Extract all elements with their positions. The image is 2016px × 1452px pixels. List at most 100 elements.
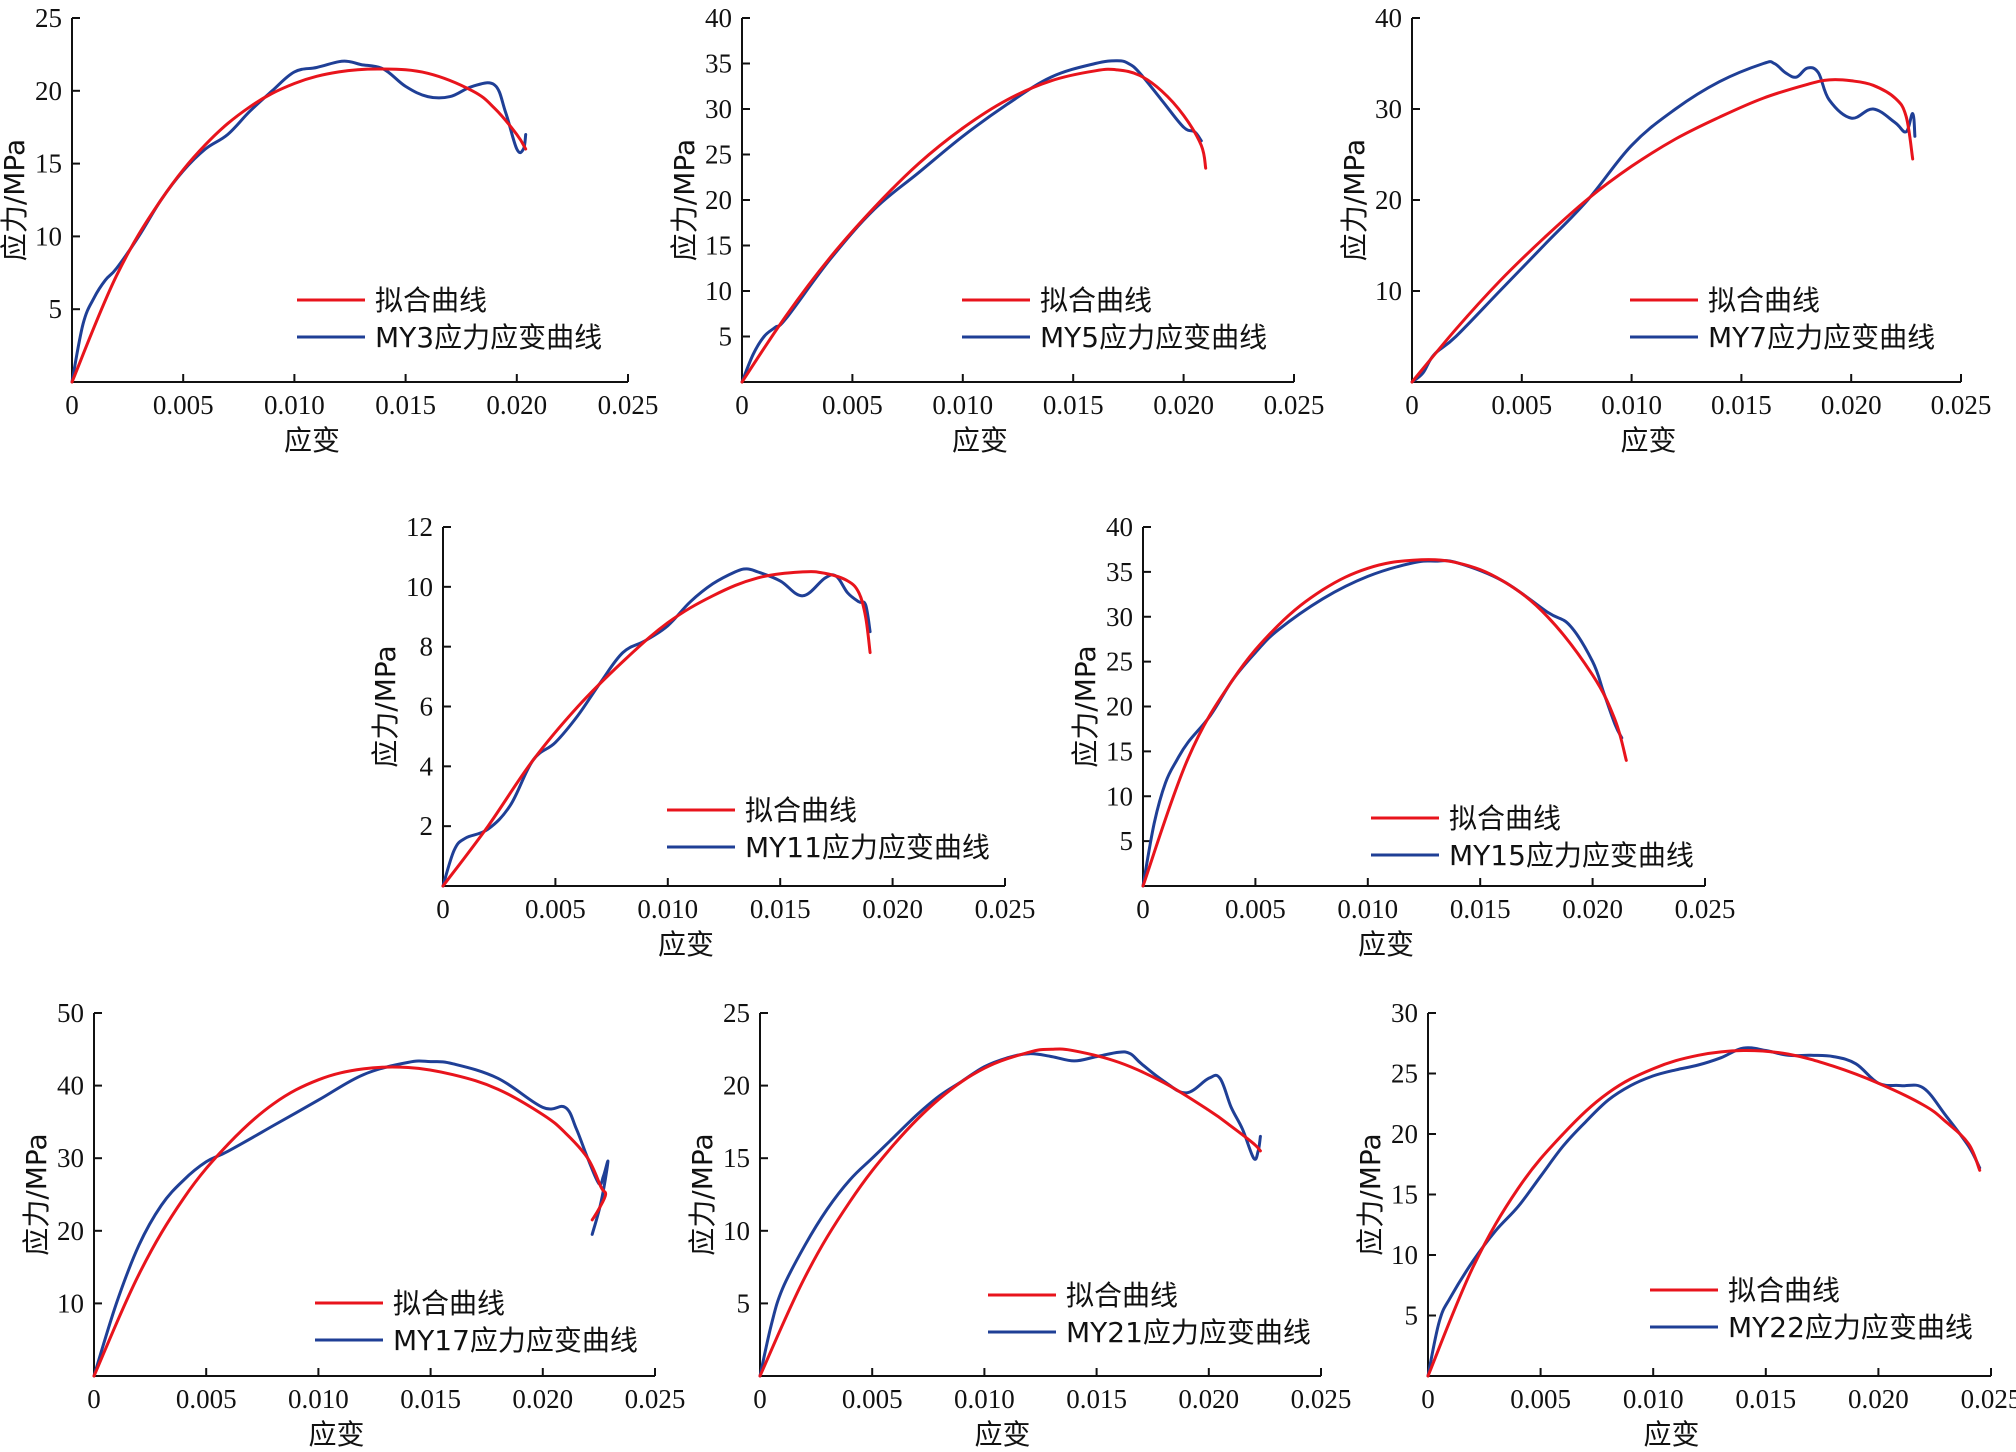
x-tick-label: 0.005 <box>1510 1384 1571 1414</box>
legend-label: MY5应力应变曲线 <box>1040 321 1267 354</box>
x-tick-label: 0 <box>87 1384 101 1414</box>
x-tick-label: 0.025 <box>975 894 1036 924</box>
y-tick-label: 25 <box>723 998 750 1028</box>
y-tick-label: 25 <box>35 3 62 33</box>
chart-panel-6: 0 0.005 0.010 0.015 0.020 0.025 10 20 30 40 50 应变 应力… <box>20 998 685 1451</box>
y-tick-label: 5 <box>719 322 733 352</box>
x-axis-label: 应变 <box>974 1418 1030 1451</box>
y-tick-label: 40 <box>1375 3 1402 33</box>
x-tick-label: 0.025 <box>1291 1384 1352 1414</box>
y-tick-label: 40 <box>705 3 732 33</box>
y-tick-label: 2 <box>420 811 434 841</box>
x-tick-label: 0.010 <box>954 1384 1015 1414</box>
y-tick-label: 5 <box>737 1288 751 1318</box>
legend-label: MY15应力应变曲线 <box>1449 839 1694 872</box>
y-axis-label: 应力/MPa <box>1354 1133 1387 1255</box>
x-tick-label: 0.005 <box>842 1384 903 1414</box>
chart-panel-7: 0 0.005 0.010 0.015 0.020 0.025 5 10 15 20 25 应变 应力/… <box>686 998 1351 1451</box>
y-tick-label: 5 <box>49 294 63 324</box>
y-tick-label: 10 <box>406 572 433 602</box>
x-tick-label: 0.010 <box>1601 390 1662 420</box>
x-tick-label: 0.015 <box>750 894 811 924</box>
y-tick-label: 20 <box>35 76 62 106</box>
legend: 拟合曲线 MY22应力应变曲线 <box>1650 1274 1973 1344</box>
x-axis-label: 应变 <box>1358 928 1414 961</box>
x-axis-label: 应变 <box>284 424 340 457</box>
fit-curve-line <box>92 1065 608 1378</box>
y-tick-label: 10 <box>1375 276 1402 306</box>
chart-panel-3: 0 0.005 0.010 0.015 0.020 0.025 10 20 30 40 应变 应力/M… <box>1338 3 1991 457</box>
legend-label: MY3应力应变曲线 <box>375 321 602 354</box>
measured-curve-line <box>1410 60 1917 384</box>
x-tick-label: 0.025 <box>1675 894 1736 924</box>
fit-curve-line <box>1410 78 1915 384</box>
y-tick-label: 10 <box>705 276 732 306</box>
y-tick-label: 30 <box>1391 998 1418 1028</box>
y-tick-label: 20 <box>1106 692 1133 722</box>
legend-label: 拟合曲线 <box>393 1287 505 1320</box>
y-tick-label: 4 <box>420 751 434 781</box>
y-tick-label: 5 <box>1120 826 1134 856</box>
x-tick-label: 0.015 <box>1735 1384 1796 1414</box>
fit-curve-line <box>441 570 872 888</box>
y-tick-label: 20 <box>1391 1119 1418 1149</box>
y-tick-label: 15 <box>705 231 732 261</box>
y-tick-label: 35 <box>1106 557 1133 587</box>
y-tick-label: 20 <box>1375 185 1402 215</box>
legend-label: MY7应力应变曲线 <box>1708 321 1935 354</box>
x-axis-label: 应变 <box>1643 1418 1699 1451</box>
y-axis-label: 应力/MPa <box>1338 139 1371 261</box>
x-tick-label: 0.015 <box>400 1384 461 1414</box>
legend-label: MY11应力应变曲线 <box>745 831 990 864</box>
fit-curve-line <box>1426 1048 1982 1378</box>
x-axis-label: 应变 <box>952 424 1008 457</box>
x-tick-label: 0.025 <box>1961 1384 2016 1414</box>
y-tick-label: 20 <box>723 1071 750 1101</box>
x-tick-label: 0.020 <box>1848 1384 1909 1414</box>
x-tick-label: 0.005 <box>153 390 214 420</box>
legend: 拟合曲线 MY11应力应变曲线 <box>667 794 990 864</box>
chart-panel-1: 0 0.005 0.010 0.015 0.020 0.025 5 10 15 20 25 应变 应力/… <box>0 3 658 457</box>
y-axis-label: 应力/MPa <box>668 139 701 261</box>
chart-panel-4: 0 0.005 0.010 0.015 0.020 0.025 2 4 6 8 10 12 应变 应力/M… <box>369 512 1035 961</box>
legend-label: 拟合曲线 <box>1449 802 1561 835</box>
y-tick-label: 15 <box>1391 1180 1418 1210</box>
x-tick-label: 0.010 <box>288 1384 349 1414</box>
y-tick-label: 10 <box>1391 1240 1418 1270</box>
y-tick-label: 10 <box>723 1216 750 1246</box>
x-tick-label: 0.020 <box>512 1384 573 1414</box>
x-tick-label: 0.020 <box>486 390 547 420</box>
y-axis-label: 应力/MPa <box>686 1133 719 1255</box>
y-tick-label: 15 <box>723 1143 750 1173</box>
y-tick-label: 50 <box>57 998 84 1028</box>
y-tick-label: 30 <box>57 1143 84 1173</box>
x-tick-label: 0 <box>65 390 79 420</box>
measured-curve-line <box>1141 559 1624 888</box>
fit-curve-line <box>1141 558 1628 888</box>
fit-curve-line <box>740 67 1208 384</box>
legend: 拟合曲线 MY3应力应变曲线 <box>297 284 602 354</box>
x-tick-label: 0 <box>436 894 450 924</box>
x-tick-label: 0.010 <box>1623 1384 1684 1414</box>
legend-label: 拟合曲线 <box>1066 1279 1178 1312</box>
x-tick-label: 0 <box>1136 894 1150 924</box>
x-tick-label: 0 <box>735 390 749 420</box>
chart-panel-2: 0 0.005 0.010 0.015 0.020 0.025 5 10 15 20 25 30 35 4… <box>668 3 1324 457</box>
legend-label: 拟合曲线 <box>1040 284 1152 317</box>
x-tick-label: 0.005 <box>525 894 586 924</box>
x-tick-label: 0 <box>1421 1384 1435 1414</box>
x-tick-label: 0.015 <box>1450 894 1511 924</box>
x-tick-label: 0.020 <box>1821 390 1882 420</box>
y-tick-label: 20 <box>57 1216 84 1246</box>
x-tick-label: 0.025 <box>1264 390 1325 420</box>
y-tick-label: 25 <box>705 140 732 170</box>
legend: 拟合曲线 MY7应力应变曲线 <box>1630 284 1935 354</box>
x-tick-label: 0.010 <box>637 894 698 924</box>
y-tick-label: 30 <box>1375 94 1402 124</box>
y-tick-label: 15 <box>1106 736 1133 766</box>
x-tick-label: 0.025 <box>625 1384 686 1414</box>
y-tick-label: 8 <box>420 632 434 662</box>
measured-curve-line <box>740 59 1203 384</box>
chart-panel-5: 0 0.005 0.010 0.015 0.020 0.025 5 10 15 20 25 30 35 4… <box>1069 512 1735 961</box>
